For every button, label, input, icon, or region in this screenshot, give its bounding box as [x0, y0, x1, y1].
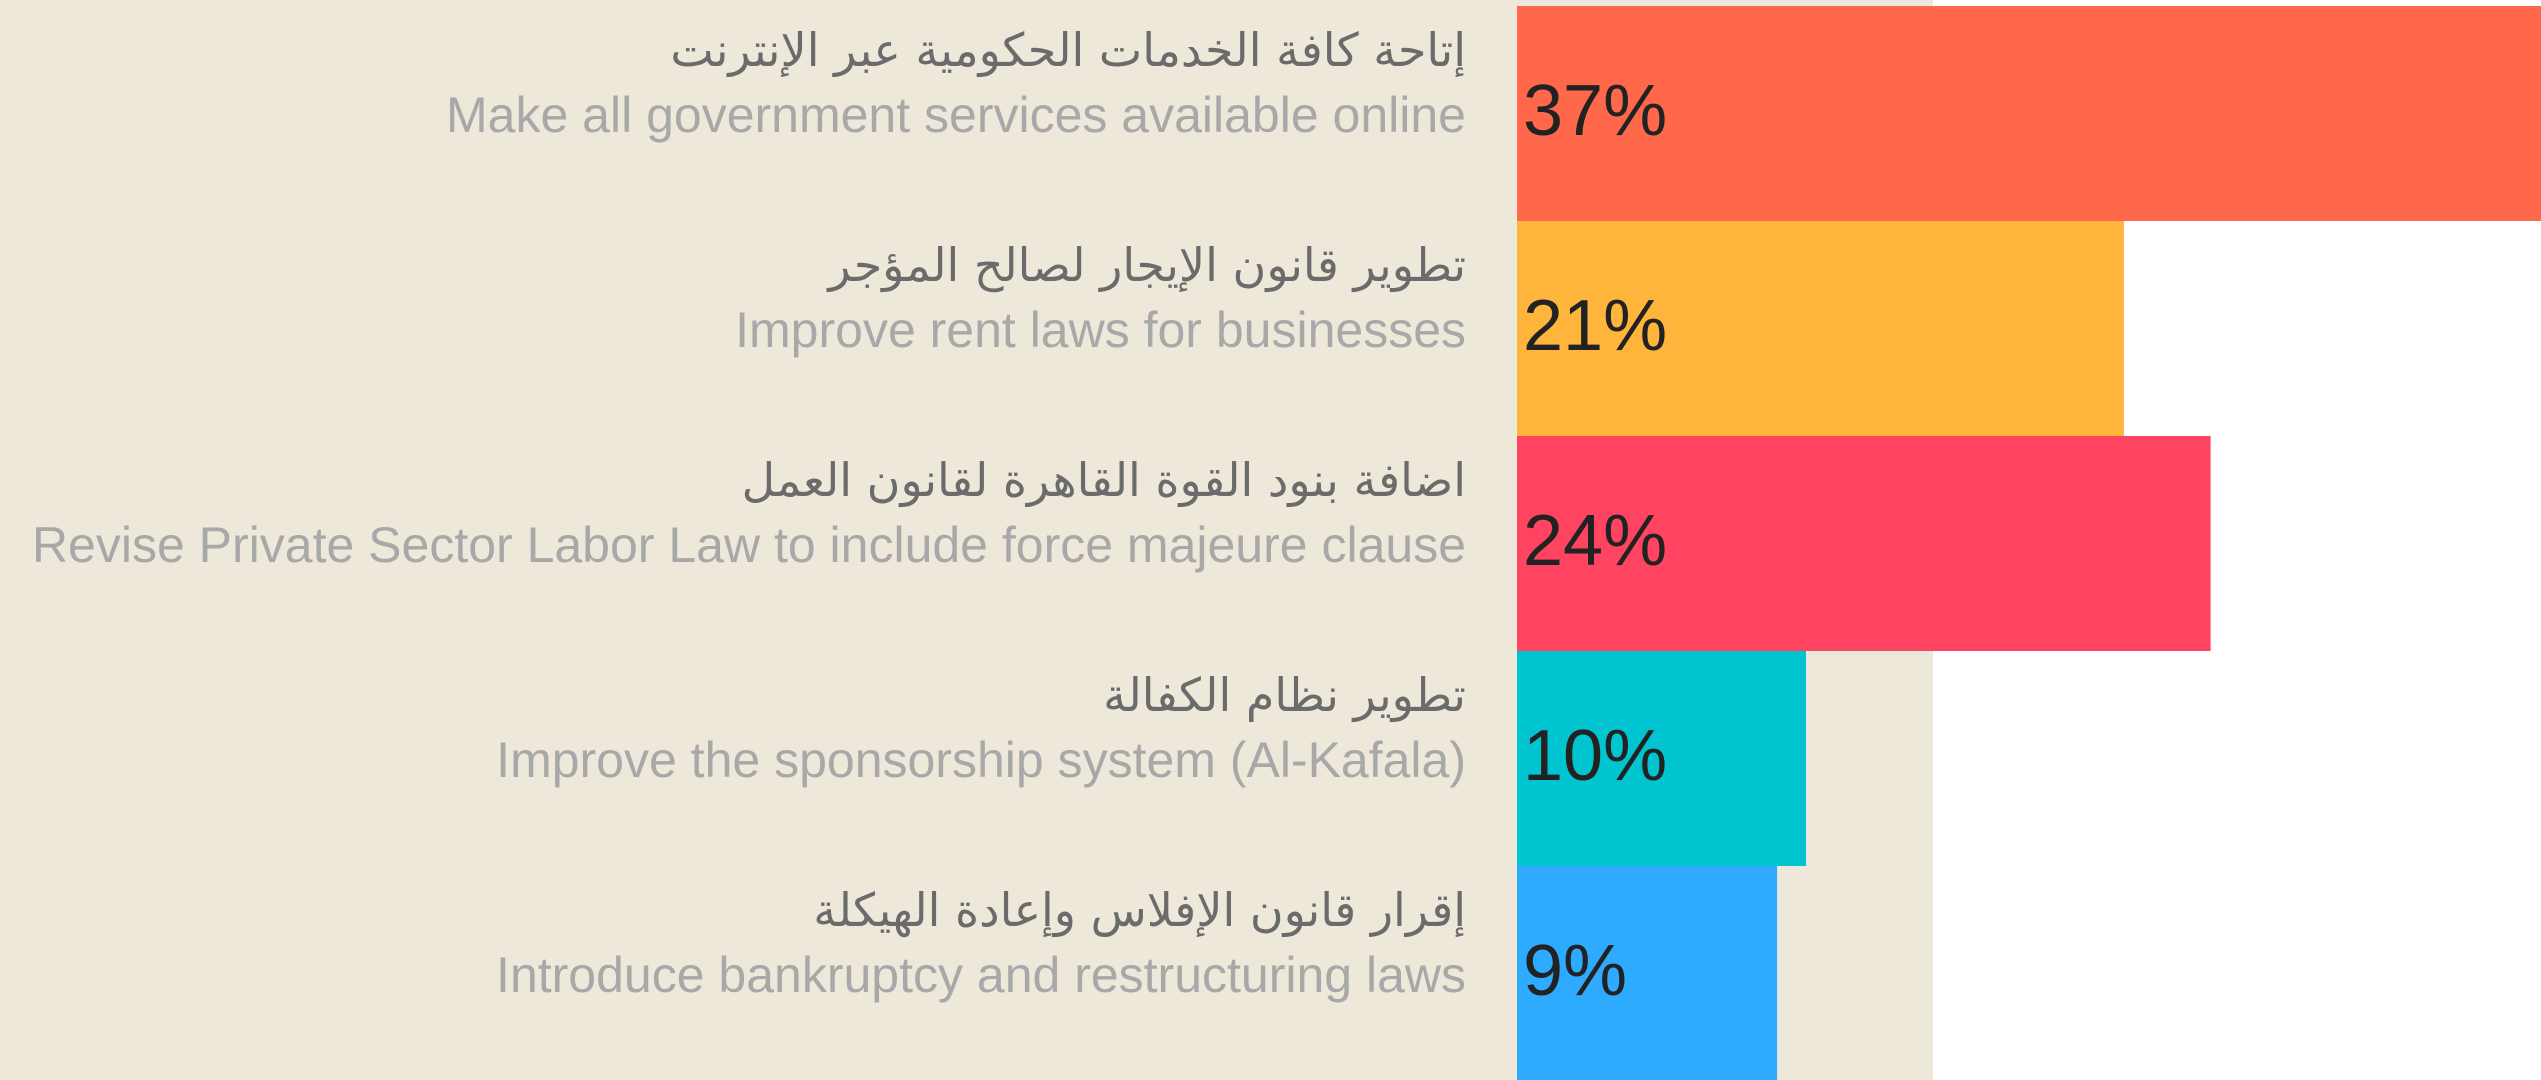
bar [1517, 436, 2211, 651]
value-label: 24% [1523, 501, 1667, 581]
category-label-en: Introduce bankruptcy and restructuring l… [496, 947, 1466, 1003]
category-label-ar: تطوير قانون الإيجار لصالح المؤجر [826, 238, 1466, 293]
value-label: 9% [1523, 931, 1627, 1011]
category-label-ar: تطوير نظام الكفالة [1103, 668, 1466, 723]
bar [1517, 866, 1778, 1080]
category-label-en: Improve rent laws for businesses [735, 302, 1466, 358]
category-label-ar: إتاحة كافة الخدمات الحكومية عبر الإنترنت [670, 23, 1466, 78]
category-label-ar: إقرار قانون الإفلاس وإعادة الهيكلة [813, 883, 1466, 938]
bar [1517, 221, 2124, 436]
category-label-en: Improve the sponsorship system (Al-Kafal… [496, 732, 1466, 788]
bar [1517, 6, 2541, 221]
value-label: 21% [1523, 286, 1667, 366]
value-label: 37% [1523, 71, 1667, 151]
bar [1517, 651, 1806, 866]
value-label: 10% [1523, 716, 1667, 796]
category-label-en: Revise Private Sector Labor Law to inclu… [32, 517, 1466, 573]
category-label-ar: اضافة بنود القوة القاهرة لقانون العمل [742, 453, 1466, 508]
category-label-en: Make all government services available o… [446, 87, 1466, 143]
